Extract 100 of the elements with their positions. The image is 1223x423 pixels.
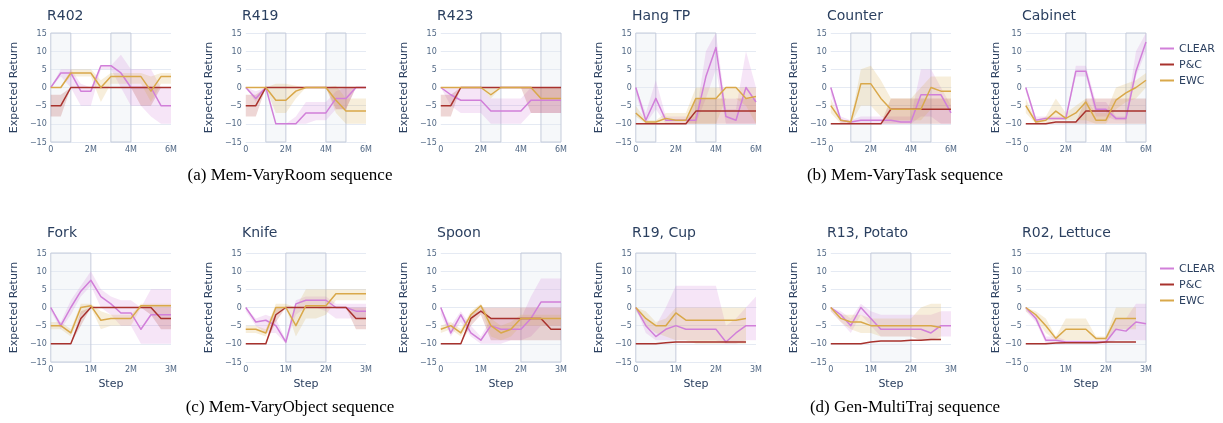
x-tick-label: 3M bbox=[750, 364, 763, 374]
y-tick-label: 5 bbox=[431, 284, 437, 294]
x-tick-label: 2M bbox=[669, 144, 682, 154]
y-axis-title: Expected Return bbox=[787, 41, 800, 134]
y-tick-label: 5 bbox=[821, 64, 827, 74]
legend-label: EWC bbox=[1179, 74, 1205, 87]
y-tick-label: −15 bbox=[224, 137, 242, 147]
y-axis-title: Expected Return bbox=[7, 41, 20, 134]
y-tick-label: −5 bbox=[1009, 321, 1022, 331]
y-tick-label: −15 bbox=[614, 357, 632, 367]
x-tick-label: 2M bbox=[514, 364, 528, 374]
x-tick-label: 6M bbox=[1140, 144, 1153, 154]
y-tick-label: 5 bbox=[431, 64, 437, 74]
y-tick-label: 5 bbox=[626, 284, 632, 294]
y-tick-label: 5 bbox=[236, 64, 242, 74]
x-tick-label: 2M bbox=[319, 364, 333, 374]
x-tick-label: 0 bbox=[438, 144, 444, 154]
chart-title: Knife bbox=[242, 224, 278, 240]
chart-title: R13, Potato bbox=[827, 224, 909, 240]
y-tick-label: 0 bbox=[1016, 303, 1022, 312]
legend-label: CLEAR bbox=[1179, 262, 1216, 275]
y-tick-label: −10 bbox=[809, 119, 827, 129]
y-tick-label: −15 bbox=[1004, 137, 1022, 147]
x-tick-label: 0 bbox=[1023, 144, 1029, 154]
y-tick-label: 10 bbox=[426, 46, 437, 56]
x-tick-label: 3M bbox=[1140, 364, 1153, 374]
y-tick-label: −5 bbox=[34, 101, 47, 111]
y-tick-label: 0 bbox=[821, 303, 827, 312]
x-axis-title: Step bbox=[293, 377, 319, 390]
y-tick-label: 10 bbox=[231, 46, 242, 56]
line-series bbox=[50, 72, 172, 92]
y-axis-title: Expected Return bbox=[7, 261, 20, 354]
y-tick-label: 0 bbox=[431, 83, 437, 92]
y-axis-title: Expected Return bbox=[202, 41, 215, 134]
y-tick-label: 0 bbox=[626, 83, 632, 92]
y-tick-label: 5 bbox=[626, 64, 632, 74]
line-series bbox=[635, 46, 757, 121]
y-tick-label: −5 bbox=[619, 321, 632, 331]
y-tick-label: −5 bbox=[229, 101, 242, 111]
y-tick-label: −15 bbox=[419, 137, 437, 147]
y-tick-label: 5 bbox=[236, 284, 242, 294]
legend-label: EWC bbox=[1179, 294, 1205, 307]
y-tick-label: −15 bbox=[29, 137, 47, 147]
x-tick-label: 2M bbox=[709, 364, 723, 374]
y-tick-label: 5 bbox=[41, 284, 47, 294]
chart-title: Spoon bbox=[437, 224, 481, 240]
y-tick-label: 10 bbox=[426, 266, 437, 276]
x-tick-label: 2M bbox=[279, 144, 292, 154]
y-axis-title: Expected Return bbox=[202, 261, 215, 354]
y-tick-label: −5 bbox=[814, 101, 827, 111]
x-tick-label: 0 bbox=[243, 144, 249, 154]
y-tick-label: 15 bbox=[816, 248, 827, 258]
x-axis-title: Step bbox=[488, 377, 514, 390]
x-tick-label: 4M bbox=[709, 144, 723, 154]
x-tick-label: 4M bbox=[319, 144, 333, 154]
y-tick-label: 0 bbox=[41, 83, 47, 92]
x-axis-title: Step bbox=[683, 377, 709, 390]
y-tick-label: 15 bbox=[231, 28, 242, 38]
y-tick-label: 5 bbox=[1016, 64, 1022, 74]
y-axis-title: Expected Return bbox=[787, 261, 800, 354]
y-tick-label: −10 bbox=[1004, 119, 1022, 129]
y-tick-label: 0 bbox=[41, 303, 47, 312]
x-tick-label: 1M bbox=[279, 364, 292, 374]
y-tick-label: −15 bbox=[419, 357, 437, 367]
x-tick-label: 6M bbox=[750, 144, 763, 154]
x-tick-label: 0 bbox=[438, 364, 444, 374]
legend-label: CLEAR bbox=[1179, 42, 1216, 55]
y-tick-label: −15 bbox=[1004, 357, 1022, 367]
y-tick-label: 15 bbox=[621, 248, 632, 258]
y-tick-label: −5 bbox=[424, 321, 437, 331]
x-tick-label: 0 bbox=[633, 364, 639, 374]
line-series bbox=[440, 304, 562, 334]
y-tick-label: −15 bbox=[809, 137, 827, 147]
y-tick-label: 10 bbox=[621, 266, 632, 276]
y-tick-label: 15 bbox=[231, 248, 242, 258]
y-tick-label: 15 bbox=[36, 28, 47, 38]
x-tick-label: 2M bbox=[1059, 144, 1072, 154]
y-tick-label: 10 bbox=[36, 266, 47, 276]
x-tick-label: 3M bbox=[165, 364, 178, 374]
y-tick-label: 10 bbox=[231, 266, 242, 276]
chart-title: Hang TP bbox=[632, 7, 691, 23]
y-tick-label: 10 bbox=[816, 266, 827, 276]
y-tick-label: 5 bbox=[1016, 284, 1022, 294]
y-tick-label: −10 bbox=[419, 119, 437, 129]
y-tick-label: 15 bbox=[1011, 28, 1022, 38]
x-tick-label: 2M bbox=[864, 144, 877, 154]
y-tick-label: −10 bbox=[29, 119, 47, 129]
y-tick-label: 5 bbox=[821, 284, 827, 294]
x-tick-label: 3M bbox=[360, 364, 373, 374]
text: (b) Mem-VaryTask sequence bbox=[805, 165, 1005, 185]
x-tick-label: 2M bbox=[84, 144, 97, 154]
chart-title: R19, Cup bbox=[632, 224, 697, 240]
x-tick-label: 0 bbox=[48, 364, 54, 374]
x-axis-title: Step bbox=[878, 377, 904, 390]
y-axis-title: Expected Return bbox=[989, 261, 1002, 354]
y-tick-label: −15 bbox=[224, 357, 242, 367]
y-tick-label: −5 bbox=[814, 321, 827, 331]
y-tick-label: −15 bbox=[614, 137, 632, 147]
y-tick-label: 0 bbox=[236, 83, 242, 92]
y-tick-label: −5 bbox=[424, 101, 437, 111]
